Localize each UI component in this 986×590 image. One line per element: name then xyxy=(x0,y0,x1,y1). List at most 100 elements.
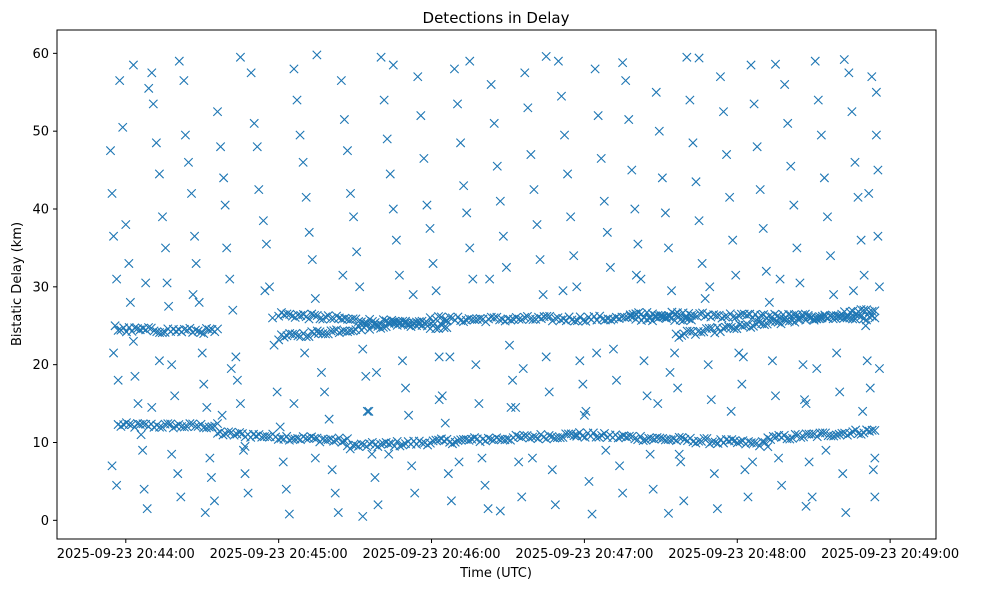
data-point xyxy=(212,107,223,117)
y-tick-label: 60 xyxy=(32,47,49,62)
data-point xyxy=(147,402,157,413)
data-point xyxy=(807,492,817,502)
data-point xyxy=(235,398,246,409)
data-point xyxy=(536,314,546,324)
data-point xyxy=(792,243,802,253)
data-point xyxy=(712,504,722,514)
data-point xyxy=(504,340,515,350)
data-point xyxy=(455,138,466,148)
data-point xyxy=(194,297,204,307)
data-point xyxy=(345,326,355,336)
data-point xyxy=(666,286,677,296)
data-point xyxy=(707,437,718,447)
data-point xyxy=(735,437,745,447)
data-point xyxy=(252,142,262,152)
data-point xyxy=(226,363,236,374)
data-point xyxy=(443,469,453,479)
data-point xyxy=(232,375,242,385)
data-point xyxy=(154,169,165,179)
data-point xyxy=(705,282,715,292)
data-point xyxy=(725,192,735,202)
data-point xyxy=(113,375,123,385)
data-point xyxy=(124,258,134,269)
data-point xyxy=(222,243,232,253)
data-point xyxy=(138,445,148,455)
data-point xyxy=(163,419,173,429)
data-point xyxy=(829,431,839,441)
data-point xyxy=(316,367,327,378)
data-point xyxy=(756,310,766,320)
data-point xyxy=(608,344,619,354)
data-point xyxy=(296,310,306,321)
data-point xyxy=(160,243,171,253)
data-point xyxy=(139,484,149,494)
data-point xyxy=(729,324,739,334)
data-point xyxy=(108,348,119,358)
data-point xyxy=(575,356,585,366)
y-tick-label: 30 xyxy=(32,280,49,295)
data-point xyxy=(867,311,877,321)
data-point xyxy=(517,492,527,502)
data-point xyxy=(837,428,847,438)
data-point xyxy=(240,469,250,479)
data-point xyxy=(434,352,444,362)
data-point xyxy=(686,315,696,325)
data-point xyxy=(789,310,799,320)
data-point xyxy=(130,323,140,333)
data-point xyxy=(284,435,294,445)
data-point xyxy=(620,312,630,323)
data-point xyxy=(870,492,880,502)
data-point xyxy=(254,184,264,195)
data-point xyxy=(166,419,176,429)
x-tick-label: 2025-09-23 20:47:00 xyxy=(515,547,653,562)
data-point xyxy=(141,278,151,288)
data-point xyxy=(790,429,800,439)
data-point xyxy=(547,431,557,442)
data-point xyxy=(465,243,475,253)
data-point xyxy=(107,461,117,471)
data-point xyxy=(370,320,380,330)
data-point xyxy=(519,431,529,441)
data-point xyxy=(218,430,228,440)
data-point xyxy=(731,270,741,280)
data-point xyxy=(681,314,691,324)
data-point xyxy=(188,290,198,300)
data-point xyxy=(694,216,704,226)
data-point xyxy=(498,231,508,241)
data-point xyxy=(712,322,723,332)
data-point xyxy=(870,425,880,436)
data-point xyxy=(209,496,220,506)
data-point xyxy=(121,418,132,428)
data-point xyxy=(587,509,597,519)
data-point xyxy=(705,439,715,449)
data-point xyxy=(618,488,628,498)
data-point xyxy=(324,414,334,424)
data-point xyxy=(425,223,435,234)
data-point xyxy=(839,54,849,65)
data-point xyxy=(627,165,637,175)
data-point xyxy=(743,436,754,447)
data-point xyxy=(340,436,350,446)
data-point xyxy=(458,317,469,327)
data-point xyxy=(439,315,449,325)
data-point xyxy=(217,410,227,420)
data-point xyxy=(474,398,484,409)
y-tick-label: 40 xyxy=(32,203,49,218)
data-point xyxy=(290,329,300,339)
data-point xyxy=(364,439,375,449)
data-point xyxy=(154,422,165,432)
data-point xyxy=(738,352,748,362)
data-point xyxy=(578,379,588,389)
data-point xyxy=(465,56,475,66)
data-point xyxy=(483,314,494,324)
data-point xyxy=(312,50,322,60)
data-point xyxy=(682,52,692,62)
data-point xyxy=(759,320,770,330)
data-point xyxy=(859,314,869,324)
data-point xyxy=(204,422,214,432)
data-point xyxy=(464,435,474,445)
data-point xyxy=(850,314,860,324)
data-point xyxy=(842,313,852,323)
data-point xyxy=(385,169,395,179)
data-point xyxy=(520,312,530,322)
